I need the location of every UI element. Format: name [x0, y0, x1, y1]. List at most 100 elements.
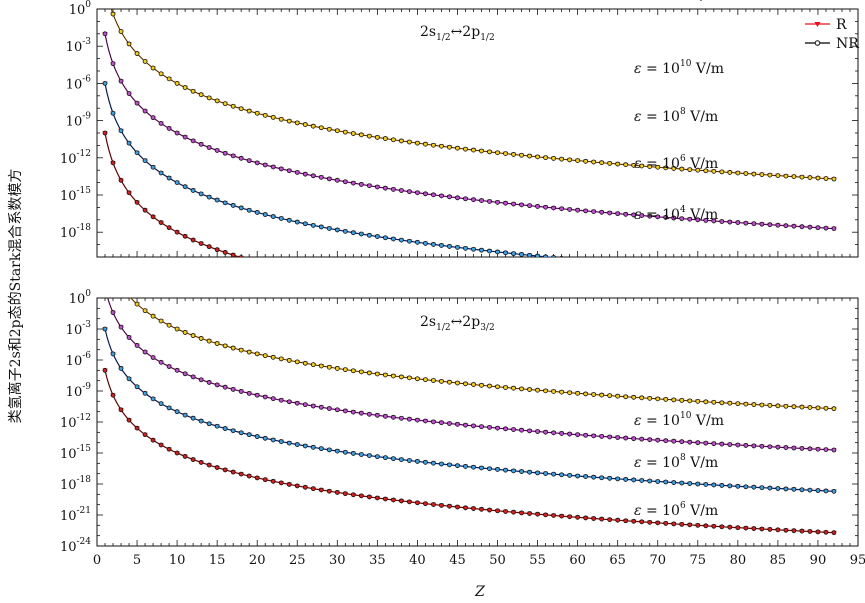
- data-point-nr: [647, 478, 653, 484]
- data-point-nr: [543, 471, 548, 476]
- data-point-nr: [567, 207, 573, 212]
- data-point-nr: [471, 197, 476, 203]
- data-point-nr: [198, 141, 204, 147]
- data-point-nr: [479, 465, 484, 471]
- data-point-nr: [246, 473, 252, 479]
- data-point-nr: [206, 380, 212, 385]
- data-point-nr: [783, 223, 789, 229]
- y-tick-label: 10-18: [60, 475, 91, 493]
- data-point-nr: [214, 341, 220, 346]
- data-point-nr: [615, 517, 621, 523]
- data-point-nr: [823, 488, 829, 494]
- data-point-nr: [503, 426, 508, 432]
- data-point-nr: [110, 61, 116, 67]
- data-point-nr: [607, 434, 613, 440]
- data-point-nr: [415, 376, 420, 382]
- data-point-nr: [527, 469, 532, 475]
- data-point-nr: [455, 145, 460, 151]
- data-point-nr: [238, 155, 244, 161]
- data-point-nr: [576, 258, 580, 262]
- data-point-nr: [390, 497, 396, 503]
- data-point-nr: [254, 434, 260, 439]
- data-point-nr: [190, 188, 196, 193]
- data-point-nr: [102, 31, 108, 37]
- data-point-nr: [487, 507, 492, 513]
- data-point-nr: [150, 115, 156, 121]
- data-point-nr: [615, 161, 621, 167]
- data-point-nr: [270, 478, 276, 484]
- data-point-nr: [671, 521, 677, 527]
- data-point-nr: [751, 484, 757, 490]
- data-point-nr: [134, 384, 140, 390]
- data-point-nr: [495, 384, 500, 390]
- data-point-nr: [775, 486, 781, 491]
- data-point-nr: [174, 81, 180, 86]
- data-point-nr: [487, 424, 492, 430]
- data-point-nr: [326, 406, 332, 411]
- data-point-nr: [166, 322, 172, 328]
- data-point-nr: [775, 403, 781, 409]
- data-point-nr: [487, 248, 492, 254]
- data-point-nr: [222, 384, 228, 390]
- data-point-nr: [174, 130, 180, 136]
- data-point-nr: [695, 522, 701, 528]
- data-point-nr: [358, 231, 364, 237]
- data-point-nr: [222, 200, 228, 206]
- data-point-nr: [543, 388, 548, 394]
- data-point-nr: [278, 166, 284, 172]
- data-point-nr: [447, 144, 452, 150]
- x-tick-label: 25: [289, 553, 306, 568]
- data-point-nr: [647, 519, 653, 525]
- data-point-nr: [270, 214, 276, 219]
- data-point-nr: [799, 446, 805, 451]
- data-point-nr: [390, 414, 396, 420]
- data-point-nr: [326, 447, 332, 453]
- data-point-nr: [671, 480, 677, 485]
- data-point-nr: [495, 508, 500, 514]
- x-tick-label: 45: [449, 553, 466, 568]
- data-point-nr: [631, 436, 637, 442]
- data-point-nr: [519, 510, 524, 516]
- data-point-nr: [318, 224, 324, 230]
- y-tick-label: 10-15: [60, 444, 91, 462]
- data-point-nr: [735, 442, 741, 448]
- data-point-nr: [471, 423, 476, 429]
- data-point-nr: [318, 404, 324, 410]
- data-point-nr: [407, 499, 412, 505]
- data-point-nr: [759, 485, 765, 491]
- data-point-nr: [783, 403, 789, 409]
- data-point-nr: [390, 186, 396, 192]
- data-point-nr: [687, 481, 693, 486]
- x-tick-label: 35: [369, 553, 386, 568]
- data-point-nr: [751, 171, 757, 177]
- data-point-nr: [230, 469, 236, 475]
- data-point-nr: [487, 199, 492, 204]
- data-point-nr: [190, 333, 196, 338]
- x-tick-label: 80: [730, 553, 747, 568]
- data-point-nr: [294, 400, 300, 406]
- series-line-nr: [104, 370, 834, 534]
- data-point-nr: [743, 401, 749, 407]
- data-point-nr: [254, 351, 260, 357]
- data-point-nr: [366, 370, 372, 376]
- field-label: ε = 106 V/m: [634, 501, 718, 519]
- data-point-r: [567, 257, 572, 261]
- data-point-nr: [334, 448, 340, 454]
- data-point-nr: [182, 412, 188, 418]
- data-point-nr: [398, 374, 404, 380]
- data-point-nr: [302, 484, 308, 490]
- data-point-nr: [358, 369, 364, 375]
- data-point-nr: [679, 216, 685, 222]
- data-point-nr: [655, 437, 661, 443]
- data-point-nr: [182, 371, 188, 377]
- data-point-nr: [326, 364, 332, 370]
- data-point-nr: [310, 173, 316, 179]
- data-point-nr: [567, 390, 573, 396]
- data-point-nr: [118, 29, 124, 34]
- data-point-nr: [543, 254, 548, 257]
- data-point-nr: [439, 502, 444, 508]
- data-point-nr: [671, 166, 677, 171]
- data-point-nr: [607, 160, 613, 166]
- data-point-nr: [222, 426, 228, 431]
- data-point-nr: [407, 238, 412, 244]
